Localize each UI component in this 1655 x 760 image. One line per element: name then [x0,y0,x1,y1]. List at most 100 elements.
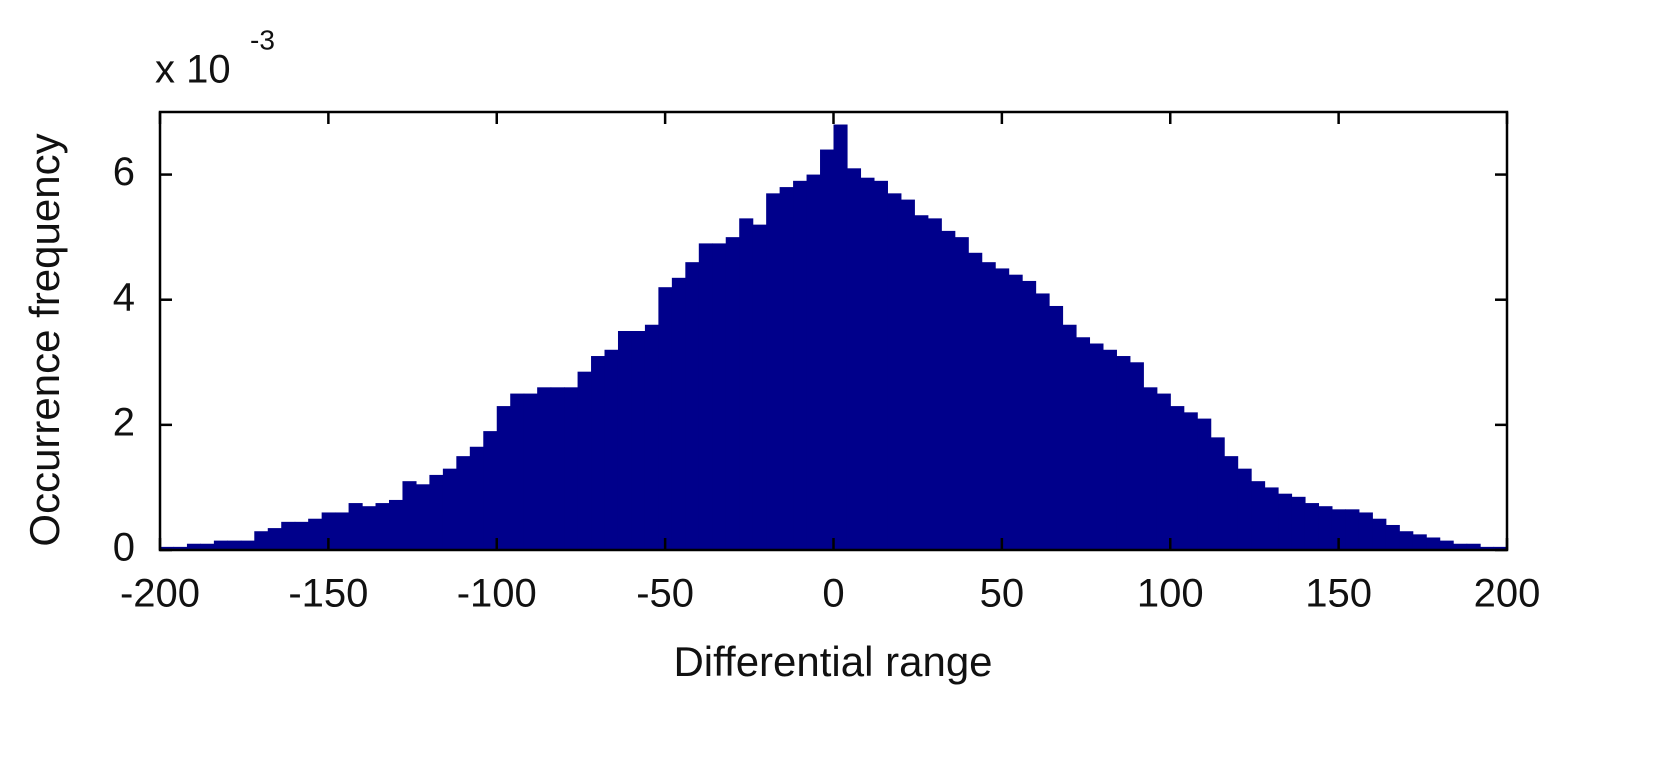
bar [739,218,754,550]
bar [1291,496,1306,550]
bar [213,540,228,550]
bar [1075,337,1091,550]
bar [200,543,215,550]
bar [793,180,808,551]
bar [321,512,336,550]
bar [954,237,969,550]
bar [658,287,673,550]
bar [1210,437,1225,550]
bar [456,456,471,550]
bar [537,387,552,550]
bar [1385,524,1400,550]
bar [833,124,848,550]
bar [254,531,269,550]
bar [1399,531,1414,550]
bar [604,349,619,550]
bar [510,393,525,550]
bar [375,503,390,550]
bar [712,243,727,550]
bar [1493,546,1508,550]
bar [1237,468,1252,550]
y-tick-label: 6 [113,150,135,194]
bar [968,252,983,551]
bar [564,387,579,550]
bar [1466,543,1481,550]
x-tick-label: -200 [120,572,200,616]
bar [240,540,255,550]
bar [1453,543,1468,550]
bar [779,187,794,551]
bar [308,518,323,550]
x-tick-label: 150 [1305,572,1372,616]
bar [1304,503,1320,550]
bar [1426,537,1441,550]
bar [429,474,444,550]
bar [523,393,538,550]
bar [1331,509,1346,550]
x-tick-label: 100 [1137,572,1204,616]
bar [227,540,242,550]
bar [1102,349,1117,550]
bar [725,237,740,550]
bar [388,499,404,550]
bar [591,356,606,550]
bar [173,546,188,550]
bar [914,215,929,550]
bar [752,224,767,550]
bar [806,174,821,551]
bar [995,268,1010,550]
bar [1372,518,1387,550]
y-tick-label: 2 [113,400,135,444]
bar [483,431,498,550]
bar [1358,512,1373,550]
bar [685,262,700,550]
bar [1480,546,1495,550]
bar [981,262,996,550]
bar [887,193,902,551]
x-tick-label: -150 [288,572,368,616]
bar [362,506,377,550]
bar [617,331,633,550]
bar [698,243,713,550]
bar [294,521,309,550]
bar [402,481,417,550]
bar [1170,406,1185,550]
bar [1251,481,1266,550]
bar [415,484,430,550]
bar [1062,324,1077,550]
bar [1116,356,1131,550]
bar [631,331,646,550]
bar [1183,412,1198,550]
bar [1089,343,1104,550]
bar [160,546,175,550]
x-tick-label: -100 [457,572,537,616]
bar [1049,305,1064,550]
bar [267,528,282,550]
bar [1345,509,1360,550]
bar [550,387,565,550]
bar [1197,418,1212,550]
bar [186,543,202,550]
bar [1224,456,1239,550]
x-tick-label: -50 [636,572,694,616]
bar [766,193,781,551]
y-tick-label: 4 [113,275,135,319]
bar [1439,540,1454,550]
bar [927,218,942,550]
bar [1278,493,1293,550]
x-tick-label: 0 [822,572,844,616]
bar [1318,506,1333,550]
bar [1412,534,1427,550]
x-tick-label: 200 [1474,572,1541,616]
bar [1022,280,1037,550]
bar [1035,293,1050,550]
bar [941,230,956,550]
bar [577,371,592,550]
bar [846,168,862,551]
bar [469,446,484,550]
bar [442,468,457,550]
bar [873,180,888,551]
bar [1143,387,1158,550]
bar [1156,393,1171,550]
bar [644,324,659,550]
